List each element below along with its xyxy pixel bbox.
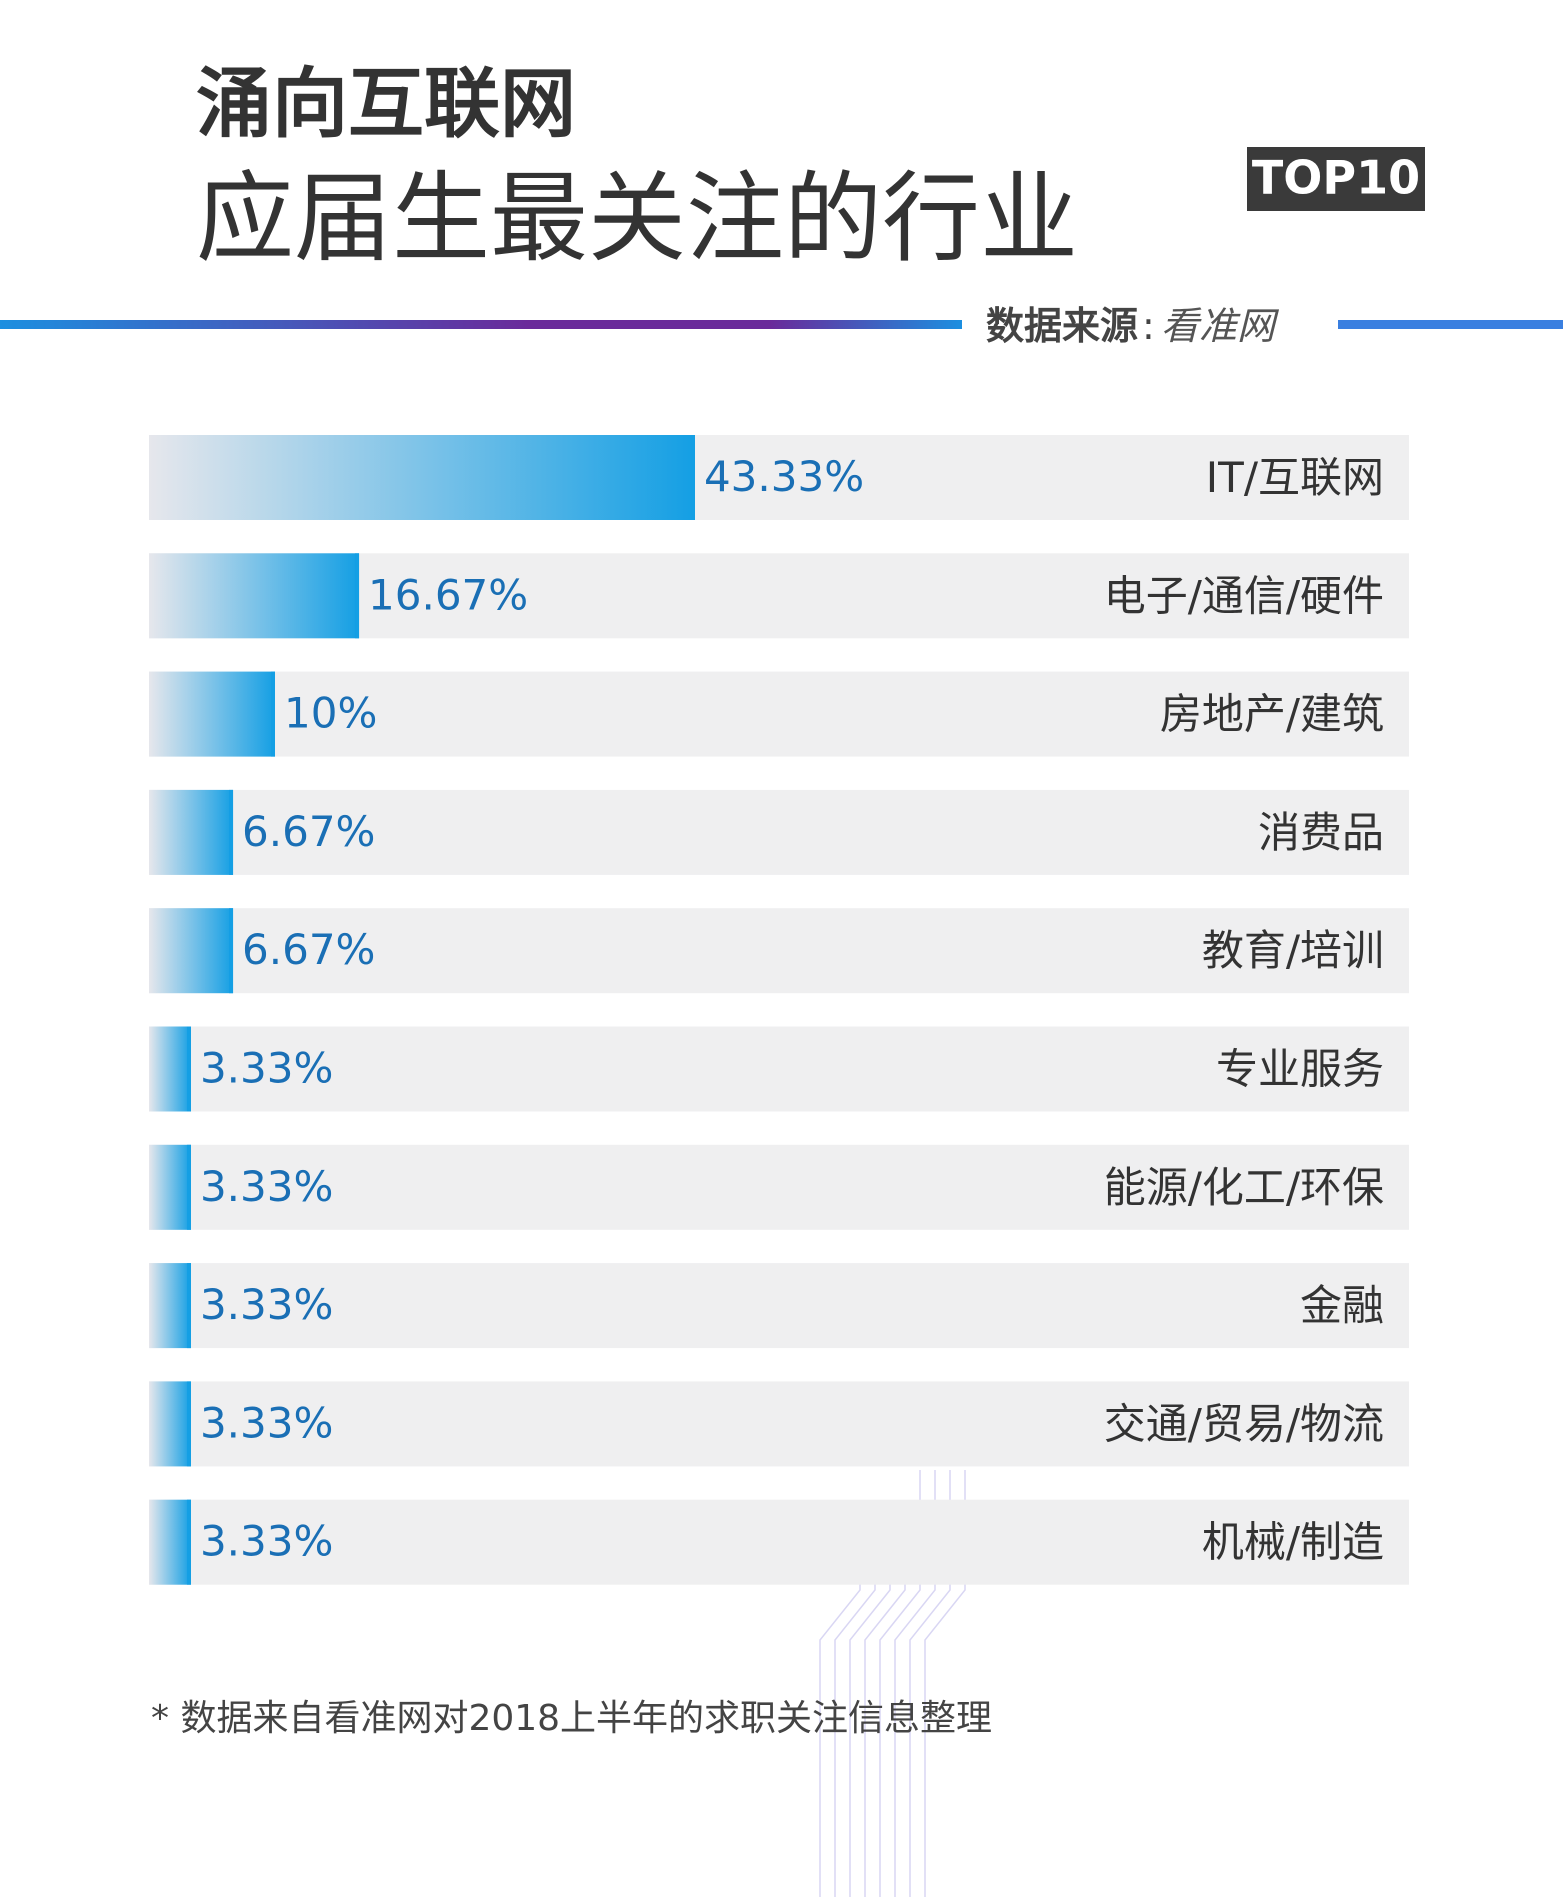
track	[149, 1263, 1409, 1349]
bar	[149, 1263, 191, 1349]
value-label: 3.33%	[200, 1162, 333, 1211]
bar-edge	[186, 1381, 191, 1467]
category-label: 消费品	[1258, 808, 1384, 857]
value-label: 6.67%	[242, 925, 375, 974]
bar	[149, 553, 360, 639]
bar	[149, 789, 234, 875]
category-label: 交通/贸易/物流	[1104, 1399, 1384, 1448]
bar-edge	[355, 553, 360, 639]
track	[149, 1144, 1409, 1230]
bar	[149, 1026, 191, 1112]
bar-edge	[229, 789, 234, 875]
track	[149, 1026, 1409, 1112]
value-label: 3.33%	[200, 1280, 333, 1329]
value-label: 3.33%	[200, 1398, 333, 1447]
bar-edge	[186, 1263, 191, 1349]
bar-edge	[186, 1144, 191, 1230]
track	[149, 789, 1409, 875]
category-label: 专业服务	[1216, 1045, 1384, 1094]
bar	[149, 435, 695, 520]
bar-edge	[271, 671, 275, 757]
category-label: IT/互联网	[1206, 453, 1384, 502]
bar-edge	[690, 435, 695, 520]
category-label: 房地产/建筑	[1160, 690, 1384, 739]
subtitle: 应届生最关注的行业	[196, 162, 1078, 276]
bar	[149, 908, 234, 994]
value-label: 10%	[284, 689, 377, 738]
bar-edge	[186, 1499, 191, 1585]
bar-edge	[229, 908, 234, 994]
category-label: 能源/化工/环保	[1104, 1163, 1384, 1212]
bar	[149, 671, 275, 757]
source: 数据来源: 看准网	[986, 304, 1280, 348]
bar	[149, 1499, 191, 1585]
bar	[149, 1381, 191, 1467]
source-name: 看准网	[1161, 304, 1280, 348]
category-label: 机械/制造	[1202, 1518, 1384, 1567]
footnote: * 数据来自看准网对2018上半年的求职关注信息整理	[151, 1698, 992, 1739]
badge-box	[1247, 147, 1425, 211]
value-label: 3.33%	[200, 1044, 333, 1093]
value-label: 3.33%	[200, 1517, 333, 1566]
source-label: 数据来源	[986, 304, 1138, 348]
track	[149, 1381, 1409, 1467]
value-label: 6.67%	[242, 807, 375, 856]
category-label: 教育/培训	[1202, 926, 1384, 975]
rule	[0, 320, 962, 329]
title: 涌向互联网	[196, 59, 576, 148]
badge: TOP10	[1252, 151, 1420, 205]
bar	[149, 1144, 191, 1230]
track	[149, 671, 1409, 757]
category-label: 电子/通信/硬件	[1104, 571, 1384, 620]
bar-edge	[186, 1026, 191, 1112]
category-label: 金融	[1300, 1281, 1384, 1330]
track	[149, 908, 1409, 994]
value-label: 43.33%	[704, 452, 864, 501]
decoration	[819, 1470, 966, 1897]
source-separator: :	[1142, 304, 1155, 348]
rule	[1338, 320, 1563, 329]
track	[149, 1499, 1409, 1585]
value-label: 16.67%	[368, 570, 528, 619]
